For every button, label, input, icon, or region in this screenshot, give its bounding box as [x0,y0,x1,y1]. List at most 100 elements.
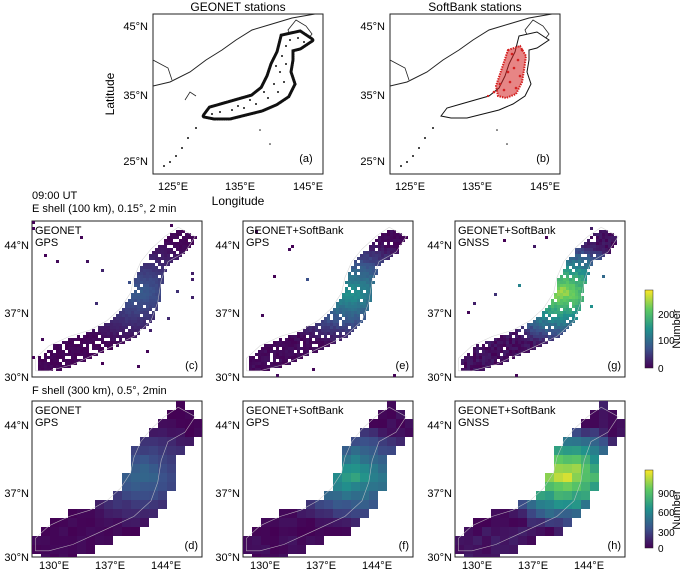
panel-d-label: (d) [185,540,198,552]
panel-d-title-line1: GEONET [35,405,82,417]
panel-c-ytick-1: 37°N [4,308,29,320]
row1-shell: E shell (100 km), 0.15°, 2 min [32,203,176,215]
panel-f-xtick-2: 144°E [362,560,392,569]
panel-g-title-line1: GEONET+SoftBank [458,225,556,237]
panel-b-map [390,14,553,167]
panel-e-coastline [246,226,407,372]
panel-e-title-line1: GEONET+SoftBank [246,225,344,237]
panel-f-xtick-1: 137°E [306,560,336,569]
colorbar-2-label: Number [671,490,683,529]
ytick-a-45: 45°N [123,21,148,33]
station-dots-a [211,37,305,115]
panel-d-ytick-2: 30°N [4,552,29,564]
panel-f-ytick-2: 30°N [215,552,240,564]
panel-h-ytick-2: 30°N [427,552,452,564]
panel-g-ytick-2: 30°N [427,372,452,384]
colorbar-1-tick-200: 200 [658,310,675,321]
panel-d-xtick-1: 137°E [95,560,125,569]
panel-f-cells [243,401,413,557]
panel-h-ytick-0: 44°N [427,420,452,432]
coastline-peninsula-a [184,91,197,101]
panel-h-title-line1: GEONET+SoftBank [458,405,556,417]
row1-time: 09:00 UT [32,190,78,202]
panel-h-label: (h) [608,540,621,552]
panel-d-xtick-0: 130°E [39,560,69,569]
panel-f-title-line1: GEONET+SoftBank [246,405,344,417]
top-axes: 45°N 35°N 25°N 45°N 35°N 25°N 125°E 135°… [103,21,560,208]
colorbar-1-label: Number [671,309,683,348]
panel-c-label: (c) [185,360,198,372]
colorbar-1-tick-100: 100 [658,336,675,347]
ytick-a-35: 35°N [123,90,148,102]
panel-d-xtick-2: 144°E [151,560,181,569]
islands-b [400,127,508,167]
panel-b-label: (b) [536,153,549,165]
xtick-b-145: 145°E [530,181,560,193]
panel-g-cells [461,227,617,377]
panel-d-title-line2: GPS [35,417,58,429]
x-axis-label: Longitude [212,194,265,208]
coastline-asia-a [153,14,316,87]
panel-b-title: SoftBank stations [428,0,521,14]
panel-f-ytick-1: 37°N [215,488,240,500]
xtick-a-145: 145°E [293,181,323,193]
panel-h-xtick-1: 137°E [518,560,548,569]
colorbar-2-tick-900: 900 [658,489,675,500]
y-axis-label: Latitude [103,72,117,115]
xtick-a-125: 125°E [158,181,188,193]
panel-f-label: (f) [399,540,409,552]
panel-e-ytick-0: 44°N [215,240,240,252]
panel-h-title-line2: GNSS [458,417,489,429]
panel-a-title: GEONET stations [190,0,285,14]
panel-a-label: (a) [299,153,312,165]
xtick-b-135: 135°E [462,181,492,193]
colorbar-2-gradient [644,469,654,549]
panel-c-coastline [35,226,196,372]
panel-g-title-line2: GNSS [458,237,489,249]
row2-shell: F shell (300 km), 0.5°, 2min [32,385,167,397]
colorbar-1-gradient [644,289,654,369]
colorbar-1-tick-0: 0 [658,364,664,375]
colorbar-1: 200 100 0 Number [644,289,683,375]
panel-e-cells [249,230,408,377]
panel-e-title-line2: GPS [246,237,269,249]
panel-c-ytick-0: 44°N [4,240,29,252]
ytick-b-35: 35°N [360,90,385,102]
coastline-asia-b [390,14,553,87]
panel-d-coastline [35,406,196,552]
panel-c-title-line2: GPS [35,237,58,249]
panel-b: SoftBank stations (b) [389,0,561,175]
panel-c-ytick-2: 30°N [4,372,29,384]
ytick-a-25: 25°N [123,156,148,168]
panel-e-ytick-1: 37°N [215,308,240,320]
islands-a [163,127,271,167]
ytick-b-45: 45°N [360,21,385,33]
panel-g-ytick-1: 37°N [427,308,452,320]
panel-e-ytick-2: 30°N [215,372,240,384]
panel-h-ytick-1: 37°N [427,488,452,500]
panel-f-xtick-0: 130°E [250,560,280,569]
colorbar-2-tick-600: 600 [658,508,675,519]
coastline-korea-b [390,59,410,81]
colorbar-2: 900 600 300 0 Number [644,469,683,555]
panel-g-ytick-0: 44°N [427,240,452,252]
panel-f-coastline [246,406,407,552]
panel-h-xtick-2: 144°E [574,560,604,569]
xtick-a-135: 135°E [225,181,255,193]
coastline-korea-a [153,59,173,81]
panel-f-ytick-0: 44°N [215,420,240,432]
panel-c-title-line1: GEONET [35,225,82,237]
panel-h-coastline [458,406,619,552]
panel-g-label: (g) [608,360,621,372]
panel-f-title-line2: GPS [246,417,269,429]
panel-d-ytick-1: 37°N [4,488,29,500]
xtick-b-125: 125°E [395,181,425,193]
panel-a: GEONET stations (a) [152,0,324,175]
panel-d-ytick-0: 44°N [4,420,29,432]
japan-outline-a [203,31,313,119]
